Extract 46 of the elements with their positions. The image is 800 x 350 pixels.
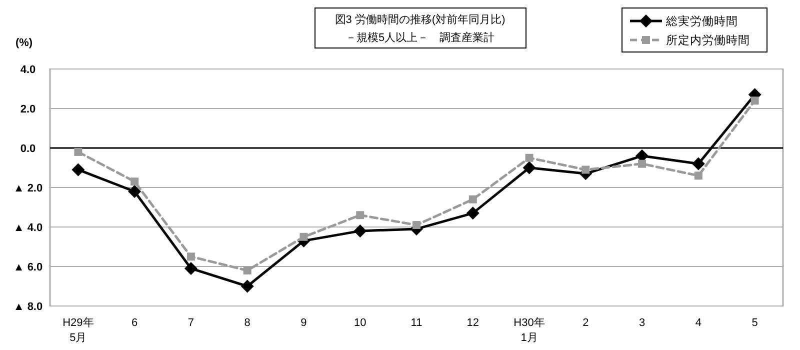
point [582, 166, 590, 174]
x-tick-label: 12 [466, 317, 480, 329]
point [240, 280, 254, 293]
x-tick-label: 2 [582, 317, 589, 329]
x-tick-label: 11 [410, 317, 422, 329]
y-tick-label: ▲ 8.0 [13, 301, 43, 313]
y-axis-title: (%) [15, 37, 33, 49]
point [412, 221, 420, 230]
point [692, 157, 705, 170]
x-tick-label: H30年 1月 [514, 317, 545, 344]
chart-subtitle: －規模5人以上－ 調査産業計 [345, 31, 495, 44]
y-tick-label: 2.0 [20, 104, 36, 116]
x-tick-label: 5 [752, 317, 758, 329]
x-tick-label: 3 [638, 317, 646, 329]
point [243, 266, 252, 274]
x-tick-label: 9 [300, 317, 307, 329]
x-tick-label: 7 [188, 317, 194, 329]
point [184, 262, 198, 275]
point [694, 172, 702, 180]
point [750, 96, 759, 105]
point [356, 211, 364, 220]
point [74, 148, 82, 156]
legend-label: 総実労働時間 [665, 14, 738, 28]
point [186, 252, 195, 261]
point [525, 154, 534, 162]
point [522, 161, 536, 174]
point [466, 206, 480, 220]
chart-title: 図3 労働時間の推移(対前年同月比) [334, 13, 506, 26]
point [354, 224, 367, 238]
legend-label: 所定内労働時間 [666, 33, 750, 47]
x-tick-label: 8 [244, 317, 250, 329]
x-tick-label: 4 [695, 317, 702, 329]
x-tick-label: 6 [132, 317, 138, 329]
y-tick-label: 4.0 [20, 64, 36, 76]
point [300, 232, 308, 241]
y-tick-label: ▲ 4.0 [13, 222, 43, 234]
y-tick-label: ▲ 2.0 [13, 182, 43, 194]
x-tick-label: 10 [354, 317, 366, 329]
point [638, 160, 646, 168]
point [128, 184, 142, 198]
x-tick-label: H29年 5月 [62, 317, 94, 344]
point [130, 178, 139, 186]
y-tick-label: 0.0 [20, 143, 36, 155]
y-tick-label: ▲ 6.0 [13, 262, 43, 274]
point [468, 195, 477, 204]
point [72, 163, 85, 176]
